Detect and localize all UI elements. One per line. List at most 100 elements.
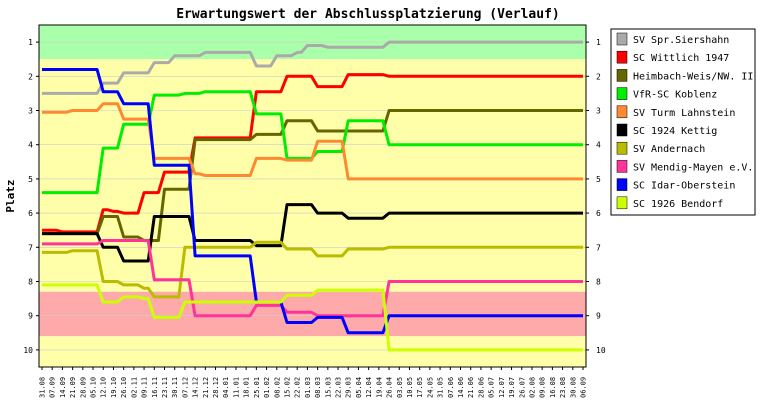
y-tick-label-right: 4 [596,141,601,150]
x-tick-label: 04.01 [222,377,230,398]
x-tick-label: 21.06 [467,377,475,398]
x-tick-label: 25.01 [253,377,261,398]
y-tick-label-right: 1 [596,38,601,47]
legend-swatch [616,196,628,210]
legend-swatch [616,32,628,46]
x-tick-label: 22.03 [335,377,343,398]
legend-swatch [616,105,628,119]
chart-title: Erwartungswert der Abschlussplatzierung … [176,7,560,22]
x-tick-label: 12.07 [498,377,506,398]
y-tick-label-right: 8 [596,278,601,287]
x-tick-label: 23.08 [559,377,567,398]
x-tick-label: 19.10 [110,377,118,398]
series-line-0 [42,40,583,95]
x-tick-label: 03.05 [396,377,404,398]
legend-swatch [616,69,628,82]
band-3 [39,336,586,367]
y-tick-label-left: 3 [28,107,33,116]
legend-entry: SC 1924 Kettig [633,126,717,137]
x-tick-label: 05.04 [355,377,363,398]
y-tick-label-left: 7 [28,243,33,252]
x-tick-label: 21.12 [202,377,210,398]
legend-box [610,28,756,216]
x-tick-label: 07.06 [447,377,455,398]
legend-entry: SV Turm Lahnstein [633,108,735,119]
x-tick-label: 02.08 [528,377,536,398]
legend-entry: SC Idar-Oberstein [633,181,735,192]
legend: SV Spr.Siershahn SC Wittlich 1947 Heimbach… [610,28,756,216]
x-tick-label: 01.03 [304,377,312,398]
x-tick-label: 19.04 [375,377,383,398]
series-line-5 [42,203,583,263]
legend-entry: Heimbach-Weis/NW. II [633,71,753,82]
y-axis-label: Platz [4,179,17,212]
legend-swatch [616,141,628,155]
x-tick-label: 28.12 [212,377,220,398]
x-tick-label: 15.02 [283,377,291,398]
x-tick-label: 05.10 [90,377,98,398]
x-tick-label: 01.02 [263,377,271,398]
x-tick-label: 07.09 [49,377,57,398]
x-tick-label: 08.02 [273,377,281,398]
x-tick-label: 29.03 [345,377,353,398]
y-tick-label-left: 9 [28,312,33,321]
series-lines [42,40,583,352]
legend-entry: SC 1926 Bendorf [633,199,723,210]
x-tick-label: 14.09 [59,377,67,398]
y-tick-label-left: 1 [28,38,33,47]
series-line-4 [42,102,583,181]
x-tick-label: 30.08 [569,377,577,398]
y-tick-label-right: 5 [596,175,601,184]
legend-entry: VfR-SC Koblenz [633,90,717,101]
x-tick-label: 08.03 [314,377,322,398]
x-tick-label: 24.05 [426,377,434,398]
x-tick-label: 17.05 [416,377,424,398]
placement-bands [39,25,586,367]
x-tick-label: 10.05 [406,377,414,398]
x-tick-label: 09.08 [539,377,547,398]
series-line-9 [42,283,583,352]
band-1 [39,59,586,292]
x-tick-label: 31.08 [39,377,47,398]
legend-swatch [616,50,628,64]
x-tick-label: 26.10 [120,377,128,398]
legend-swatch [616,123,628,137]
y-tick-label-left: 4 [28,141,33,150]
x-tick-label: 21.09 [69,377,77,398]
plot-frame [38,24,587,368]
series-line-3 [42,90,583,195]
legend-swatch [616,160,628,173]
legend-entry: SV Mendig-Mayen e.V. [633,162,753,173]
x-tick-label: 09.11 [141,377,149,398]
x-tick-label: 16.11 [151,377,159,398]
x-tick-label: 26.04 [386,377,394,398]
y-tick-label-right: 2 [596,72,601,81]
series-line-2 [42,109,583,242]
x-tick-label: 14.12 [192,377,200,398]
legend-entry: SV Spr.Siershahn [633,35,729,46]
x-tick-label: 16.08 [549,377,557,398]
series-line-1 [42,73,583,234]
x-tick-label: 07.12 [181,377,189,398]
legend-entry: SV Andernach [633,144,705,155]
legend-swatch [616,178,628,191]
y-tick-label-left: 8 [28,278,33,287]
series-line-6 [42,240,583,299]
y-tick-label-left: 6 [28,209,33,218]
y-tick-label-left: 5 [28,175,33,184]
x-tick-label: 22.02 [294,377,302,398]
x-tick-label: 30.11 [171,377,179,398]
x-axis-ticks: 31.08 07.09 14.09 21.09 28.09 05.10 12.10 19.10… [39,367,588,398]
x-tick-label: 02.11 [130,377,138,398]
series-line-7 [42,239,583,318]
y-tick-label-right: 9 [596,312,601,321]
x-tick-label: 11.01 [232,377,240,398]
legend-swatch [616,87,628,100]
y-axis-ticks: 1 1 2 2 3 3 4 4 5 5 6 6 7 7 8 8 9 9 10 10 [23,38,605,355]
x-tick-label: 28.06 [477,377,485,398]
series-line-8 [42,68,583,335]
y-tick-label-right: 3 [596,107,601,116]
x-tick-label: 18.01 [243,377,251,398]
legend-entry: SC Wittlich 1947 [633,53,729,64]
